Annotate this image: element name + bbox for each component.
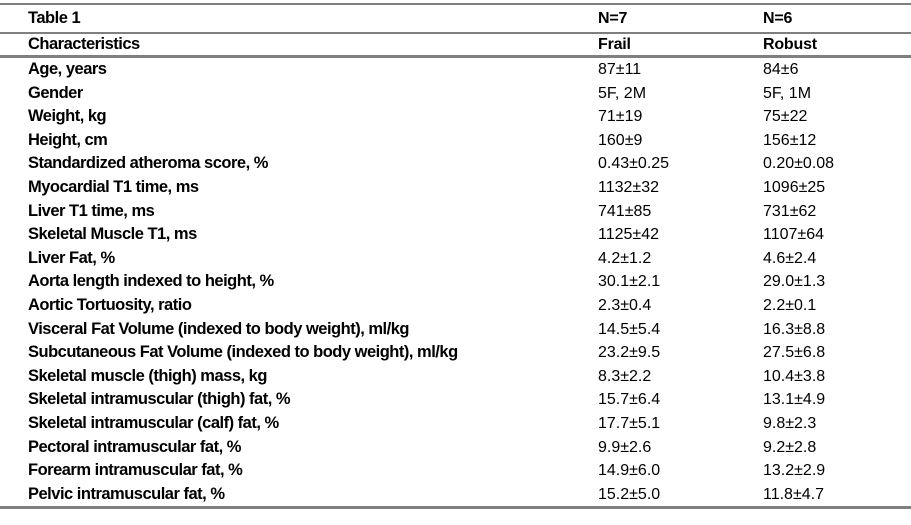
table-row: Standardized atheroma score, % 0.43±0.25… [0,152,911,176]
characteristics-table: Table 1 N=7 N=6 Characteristics Frail Ro… [0,3,911,510]
frail-group-header: Frail [598,36,631,53]
table-row: Skeletal muscle (thigh) mass, kg 8.3±2.2… [0,365,911,389]
characteristic-label: Skeletal Muscle T1, ms [28,225,197,244]
characteristics-header: Characteristics [28,35,140,53]
characteristic-label: Pectoral intramuscular fat, % [28,437,241,456]
frail-value: 741±85 [598,202,652,220]
table-row: Forearm intramuscular fat, % 14.9±6.0 13… [0,459,911,483]
frail-value: 4.2±1.2 [598,249,652,267]
characteristic-label: Myocardial T1 time, ms [28,177,199,196]
characteristic-label: Skeletal intramuscular (calf) fat, % [28,413,279,432]
robust-value: 29.0±1.3 [763,273,826,291]
table-title: Table 1 [28,9,81,27]
robust-value: 0.20±0.08 [763,155,835,173]
robust-value: 84±6 [763,61,799,78]
frail-value: 87±11 [598,61,642,78]
robust-count-header: N=6 [763,10,793,27]
table-row: Skeletal Muscle T1, ms 1125±42 1107±64 [0,223,911,247]
frail-value: 15.7±6.4 [598,391,661,409]
table-row: Subcutaneous Fat Volume (indexed to body… [0,341,911,365]
robust-value: 9.8±2.3 [763,414,817,432]
frail-value: 8.3±2.2 [598,367,652,385]
characteristic-label: Aorta length indexed to height, % [28,272,274,291]
frail-value: 17.7±5.1 [598,414,661,432]
frail-value: 5F, 2M [598,84,647,102]
characteristic-label: Height, cm [28,130,108,149]
frail-value: 9.9±2.6 [598,438,652,456]
characteristic-label: Skeletal intramuscular (thigh) fat, % [28,390,291,409]
robust-value: 1096±25 [763,178,826,196]
table-header-row-groups: Characteristics Frail Robust [0,34,911,58]
robust-value: 27.5±6.8 [763,344,826,362]
robust-value: 13.1±4.9 [763,391,826,409]
table-row: Liver Fat, % 4.2±1.2 4.6±2.4 [0,247,911,271]
frail-count-header: N=7 [598,10,628,27]
robust-value: 5F, 1M [763,84,812,102]
table-row: Aortic Tortuosity, ratio 2.3±0.4 2.2±0.1 [0,294,911,318]
table-row: Aorta length indexed to height, % 30.1±2… [0,270,911,294]
frail-value: 0.43±0.25 [598,155,670,173]
robust-value: 9.2±2.8 [763,438,817,456]
characteristic-label: Subcutaneous Fat Volume (indexed to body… [28,343,458,362]
characteristic-label: Visceral Fat Volume (indexed to body wei… [28,319,409,338]
characteristic-label: Skeletal muscle (thigh) mass, kg [28,366,267,385]
table-row: Skeletal intramuscular (thigh) fat, % 15… [0,388,911,412]
frail-value: 23.2±9.5 [598,344,661,362]
table-row: Gender 5F, 2M 5F, 1M [0,82,911,106]
characteristic-label: Gender [28,83,83,102]
robust-value: 13.2±2.9 [763,462,826,480]
robust-value: 11.8±4.7 [763,485,824,503]
table-row: Weight, kg 71±19 75±22 [0,105,911,129]
robust-value: 1107±64 [763,226,824,244]
robust-value: 16.3±8.8 [763,320,826,338]
characteristic-label: Age, years [28,60,107,78]
robust-value: 156±12 [763,131,817,149]
frail-value: 2.3±0.4 [598,296,652,314]
robust-value: 2.2±0.1 [763,296,817,314]
frail-value: 14.5±5.4 [598,320,661,338]
robust-value: 4.6±2.4 [763,249,817,267]
table-row: Myocardial T1 time, ms 1132±32 1096±25 [0,176,911,200]
robust-value: 10.4±3.8 [763,367,826,385]
table-row: Pectoral intramuscular fat, % 9.9±2.6 9.… [0,436,911,460]
robust-value: 75±22 [763,108,808,126]
frail-value: 15.2±5.0 [598,485,661,503]
table-row: Age, years 87±11 84±6 [0,58,911,82]
characteristic-label: Aortic Tortuosity, ratio [28,295,192,314]
table-row: Visceral Fat Volume (indexed to body wei… [0,318,911,342]
table-header-row-counts: Table 1 N=7 N=6 [0,5,911,34]
table-row: Height, cm 160±9 156±12 [0,129,911,153]
characteristic-label: Liver Fat, % [28,248,115,267]
frail-value: 30.1±2.1 [598,273,661,291]
table-row: Skeletal intramuscular (calf) fat, % 17.… [0,412,911,436]
characteristic-label: Weight, kg [28,107,107,126]
robust-value: 731±62 [763,202,817,220]
frail-value: 14.9±6.0 [598,462,661,480]
frail-value: 1132±32 [598,178,659,196]
robust-group-header: Robust [763,36,817,53]
table-row: Pelvic intramuscular fat, % 15.2±5.0 11.… [0,483,911,507]
table-row: Liver T1 time, ms 741±85 731±62 [0,200,911,224]
characteristic-label: Forearm intramuscular fat, % [28,461,243,480]
frail-value: 71±19 [598,108,643,126]
characteristic-label: Pelvic intramuscular fat, % [28,484,225,503]
characteristic-label: Liver T1 time, ms [28,201,155,220]
frail-value: 160±9 [598,131,643,149]
frail-value: 1125±42 [598,226,659,244]
characteristic-label: Standardized atheroma score, % [28,154,268,173]
